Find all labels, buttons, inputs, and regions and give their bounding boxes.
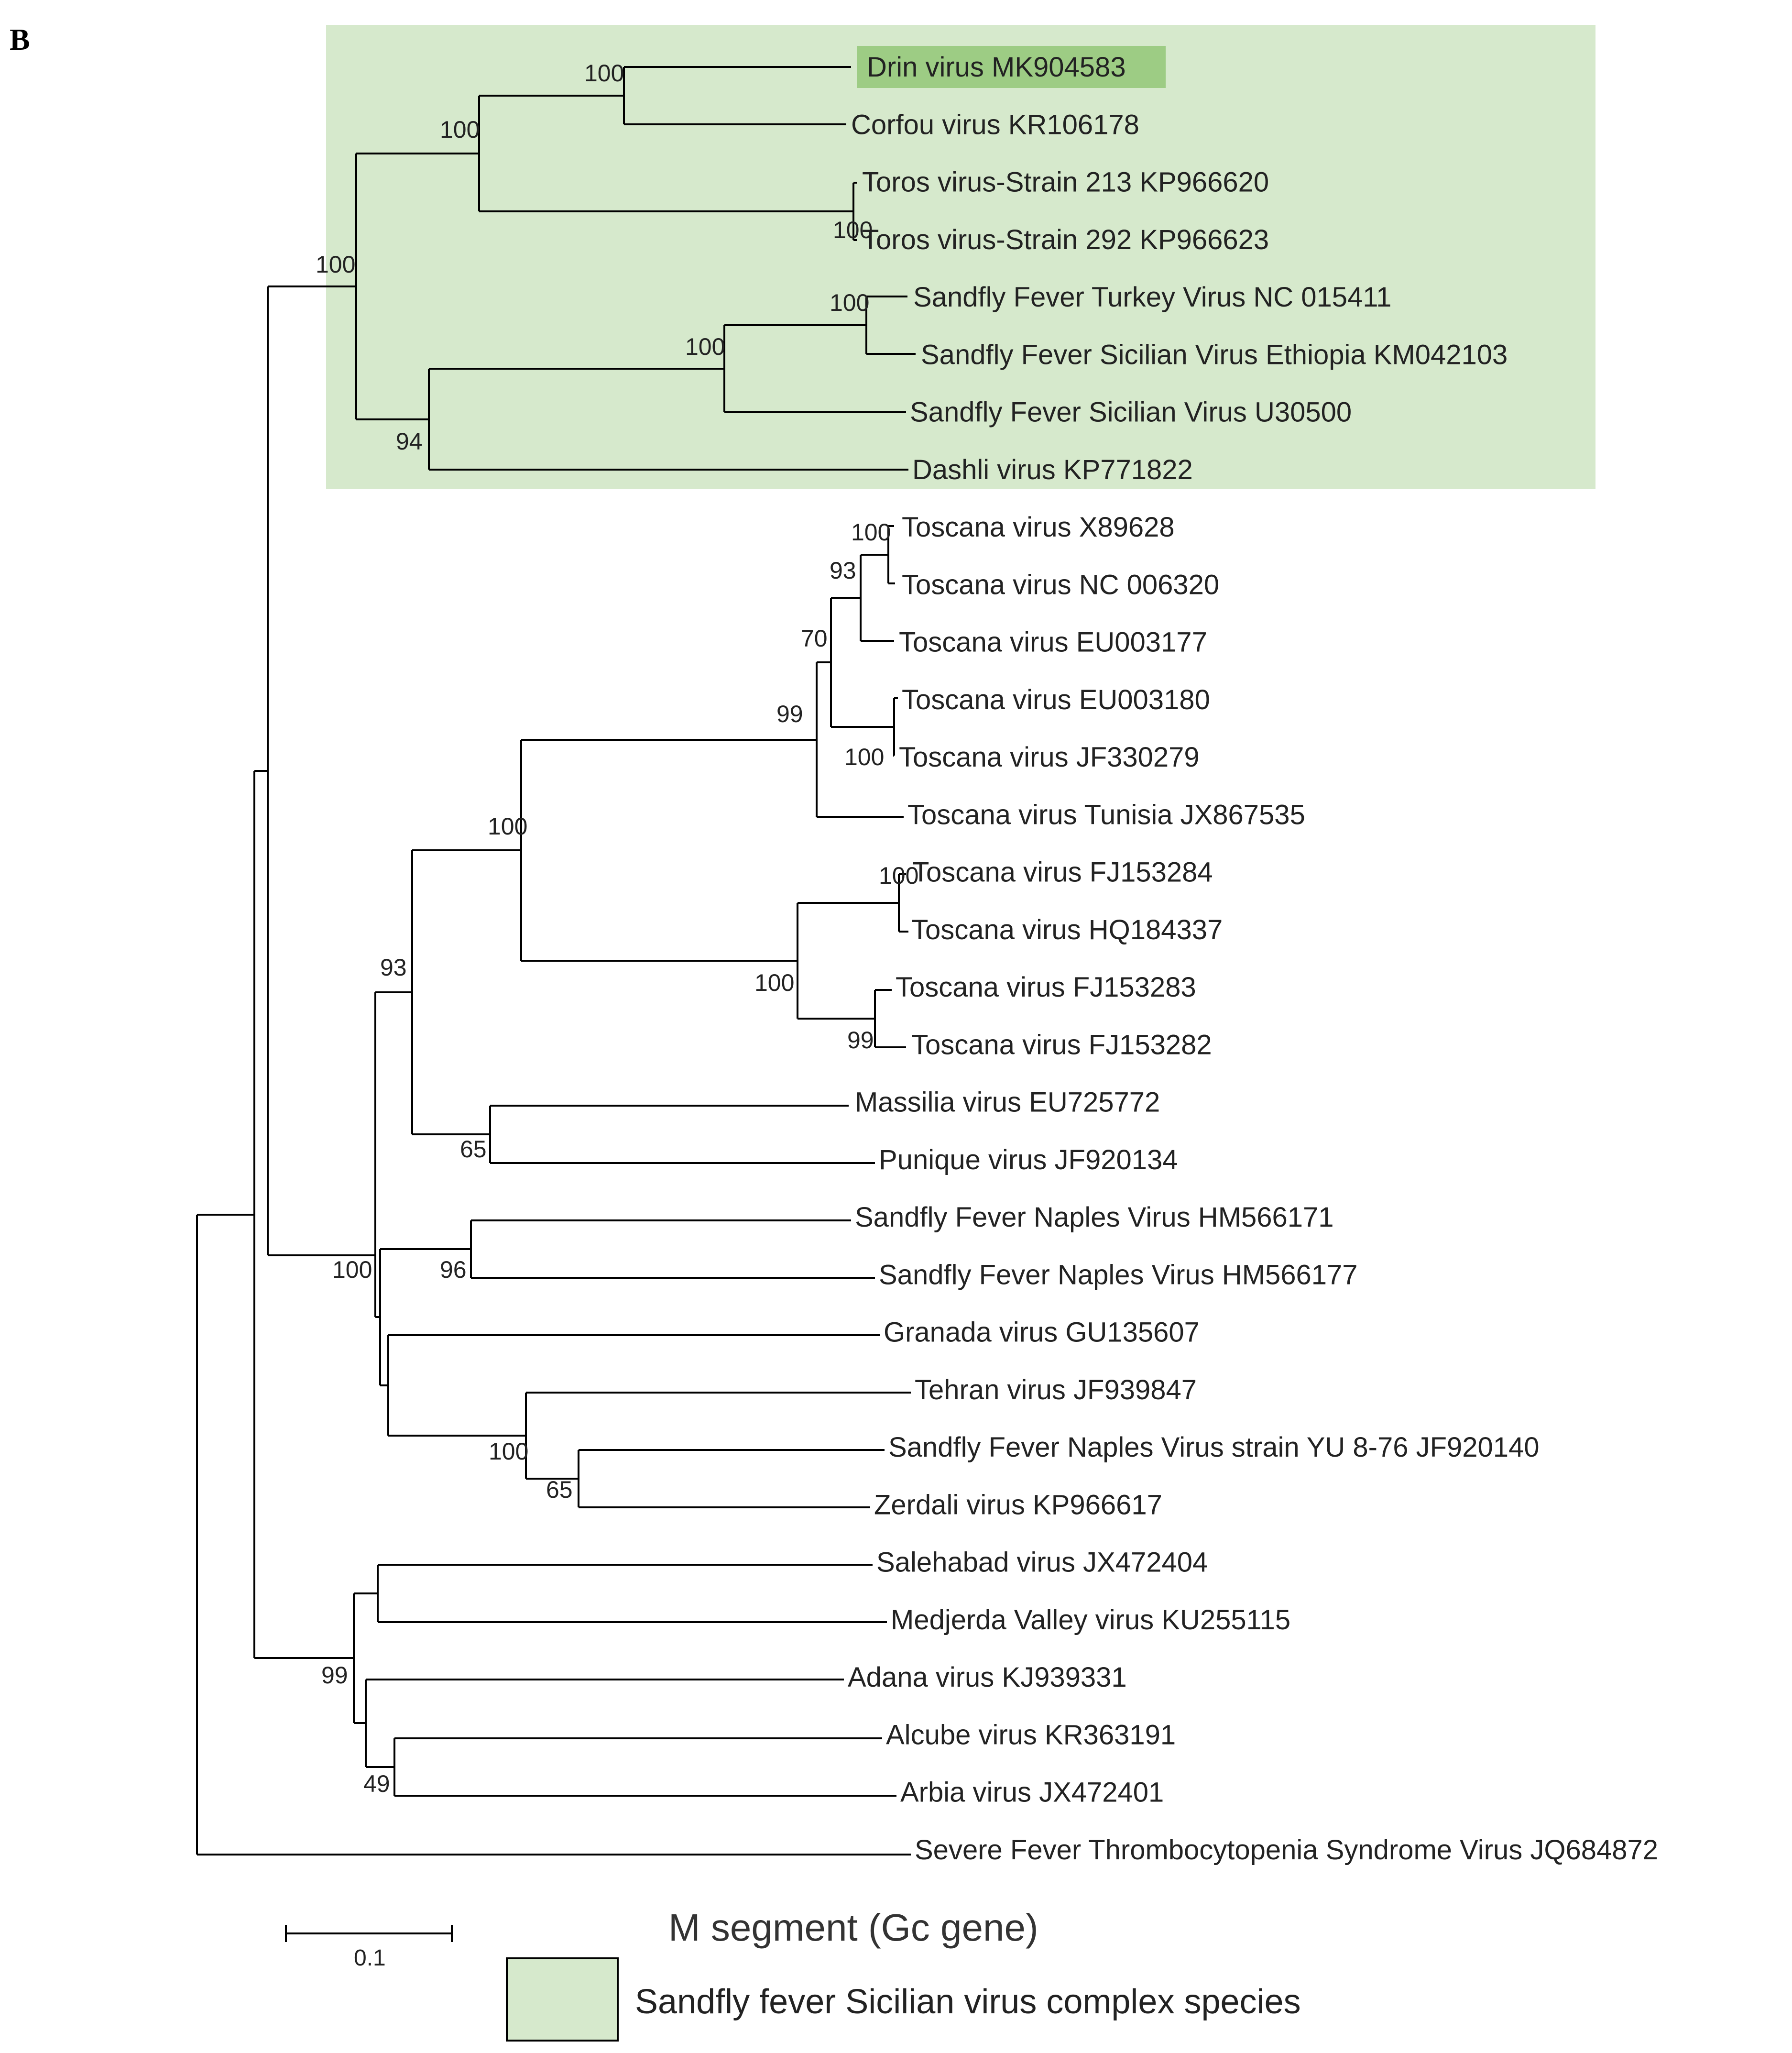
scale-bar-label: 0.1 bbox=[354, 1945, 386, 1971]
leaf-label: Toscana virus Tunisia JX867535 bbox=[907, 799, 1305, 830]
branch-root bbox=[196, 1214, 911, 1855]
leaf-label: Toros virus-Strain 213 KP966620 bbox=[862, 167, 1269, 198]
leaf-label: Drin virus MK904583 bbox=[867, 52, 1126, 83]
bootstrap-value: 96 bbox=[440, 1256, 467, 1283]
bootstrap-value: 94 bbox=[396, 428, 423, 455]
leaf-label: Sandfly Fever Sicilian Virus U30500 bbox=[910, 397, 1352, 428]
legend: Sandfly fever Sicilian virus complex spe… bbox=[506, 1957, 1301, 2042]
bootstrap-value: 100 bbox=[440, 116, 480, 143]
bootstrap-value: 100 bbox=[830, 289, 869, 316]
leaf-label: Sandfly Fever Turkey Virus NC 015411 bbox=[913, 282, 1391, 313]
legend-swatch bbox=[506, 1957, 619, 2042]
bootstrap-value: 99 bbox=[776, 701, 803, 727]
bootstrap-value: 100 bbox=[316, 251, 355, 278]
leaf-label: Medjerda Valley virus KU255115 bbox=[891, 1604, 1290, 1636]
scale-bar: 0.1 bbox=[285, 1925, 453, 1971]
branch-tehran-zerdali-yu876 bbox=[578, 1449, 885, 1508]
leaf-label: Toscana virus X89628 bbox=[902, 512, 1175, 543]
sicilian-complex-highlight bbox=[326, 25, 1595, 489]
panel-letter: B bbox=[10, 22, 30, 56]
leaf-label: Toscana virus JF330279 bbox=[899, 742, 1200, 773]
branch-toscana-massilia bbox=[411, 849, 521, 1135]
leaf-label: Sandfly Fever Naples Virus strain YU 8-7… bbox=[888, 1432, 1540, 1463]
leaf-label: Corfou virus KR106178 bbox=[851, 109, 1139, 140]
branch-toscana-group2 bbox=[797, 902, 899, 1020]
bootstrap-value: 100 bbox=[685, 333, 725, 360]
bootstrap-value: 100 bbox=[879, 862, 918, 889]
tree-branches bbox=[196, 66, 916, 1855]
leaf-label: Toscana virus NC 006320 bbox=[902, 569, 1219, 600]
branch-naples bbox=[470, 1219, 875, 1279]
bootstrap-value: 93 bbox=[380, 954, 407, 981]
leaf-label: Toscana virus EU003177 bbox=[899, 627, 1207, 658]
branch-sicilian-salehabad bbox=[253, 770, 354, 1659]
bootstrap-value: 100 bbox=[844, 744, 884, 770]
bootstrap-value: 100 bbox=[584, 60, 624, 87]
branch-toscana-all bbox=[520, 739, 817, 962]
leaf-label: Severe Fever Thrombocytopenia Syndrome V… bbox=[915, 1834, 1658, 1866]
bootstrap-value: 49 bbox=[363, 1770, 390, 1797]
bootstrap-value: 100 bbox=[332, 1256, 372, 1283]
figure-caption: M segment (Gc gene) bbox=[668, 1906, 1038, 1949]
leaf-label: Toscana virus HQ184337 bbox=[911, 914, 1223, 945]
branch-toscana-group1 bbox=[830, 597, 894, 728]
bootstrap-value: 100 bbox=[754, 969, 794, 996]
leaf-label: Sandfly Fever Sicilian Virus Ethiopia KM… bbox=[921, 339, 1508, 370]
branch-tehran-group bbox=[525, 1392, 911, 1480]
leaf-label: Toscana virus FJ153284 bbox=[912, 857, 1213, 888]
bootstrap-value: 70 bbox=[801, 625, 828, 652]
bootstrap-value: 93 bbox=[830, 557, 856, 584]
branch-massilia-punique bbox=[489, 1105, 875, 1164]
legend-label: Sandfly fever Sicilian virus complex spe… bbox=[635, 1983, 1301, 2021]
bootstrap-value: 100 bbox=[851, 519, 891, 546]
branch-toscana-tunisia bbox=[816, 661, 904, 818]
bootstrap-value: 99 bbox=[321, 1662, 348, 1689]
bootstrap-value: 100 bbox=[489, 1438, 528, 1465]
branch-salehabad-medjerda bbox=[377, 1564, 887, 1623]
leaf-label: Sandfly Fever Naples Virus HM566177 bbox=[879, 1259, 1358, 1290]
branch-granada-tehran bbox=[387, 1334, 880, 1437]
scale-bar-line bbox=[285, 1925, 453, 1942]
leaf-label: Adana virus KJ939331 bbox=[848, 1662, 1127, 1693]
branch-adana-alcube bbox=[365, 1679, 844, 1768]
leaf-label: Toscana virus FJ153282 bbox=[911, 1029, 1212, 1060]
branch-naples-clade bbox=[374, 991, 412, 1318]
bootstrap-value: 100 bbox=[488, 813, 527, 840]
leaf-label: Massilia virus EU725772 bbox=[855, 1087, 1160, 1118]
leaf-label: Toros virus-Strain 292 KP966623 bbox=[862, 224, 1269, 255]
bootstrap-value: 65 bbox=[546, 1476, 573, 1503]
leaf-label: Zerdali virus KP966617 bbox=[874, 1489, 1162, 1520]
drin-virus-highlight bbox=[857, 46, 1166, 88]
leaf-label: Toscana virus EU003180 bbox=[902, 684, 1210, 715]
leaf-label: Toscana virus FJ153283 bbox=[896, 972, 1196, 1003]
bootstrap-value: 65 bbox=[460, 1136, 487, 1163]
leaf-label: Arbia virus JX472401 bbox=[900, 1777, 1164, 1808]
leaf-label: Alcube virus KR363191 bbox=[886, 1719, 1176, 1750]
leaf-label: Granada virus GU135607 bbox=[884, 1317, 1200, 1348]
bootstrap-value: 99 bbox=[847, 1027, 874, 1054]
leaf-label: Salehabad virus JX472404 bbox=[876, 1547, 1208, 1578]
branch-alcube-arbia bbox=[393, 1737, 896, 1797]
leaf-label: Punique virus JF920134 bbox=[879, 1144, 1178, 1175]
leaf-label: Sandfly Fever Naples Virus HM566171 bbox=[855, 1202, 1334, 1233]
leaf-label: Dashli virus KP771822 bbox=[912, 454, 1193, 485]
bootstrap-value: 100 bbox=[833, 217, 873, 243]
leaf-label: Tehran virus JF939847 bbox=[915, 1374, 1197, 1405]
